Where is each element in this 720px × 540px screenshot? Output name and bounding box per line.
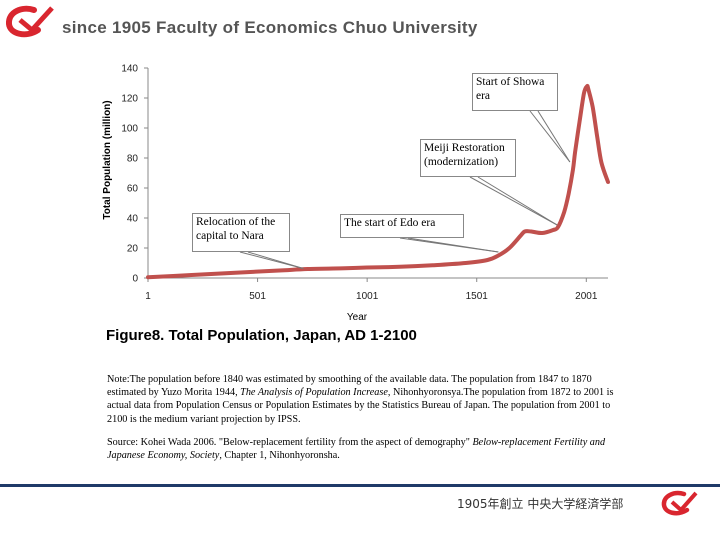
annotation-showa: Start of Showa era: [472, 73, 558, 111]
y-tick-label: 80: [127, 154, 139, 165]
x-tick-label: 2001: [575, 291, 598, 302]
y-axis-label: Total Population (million): [102, 100, 113, 219]
annotation-leader: [247, 251, 304, 269]
note-paragraph: Note:The population before 1840 was esti…: [107, 373, 615, 426]
y-tick-label: 20: [127, 244, 139, 255]
x-tick-label: 501: [249, 291, 266, 302]
annotation-leader: [529, 110, 571, 163]
annotation-nara: Relocation of the capital to Nara: [192, 213, 290, 252]
note-italic-title: The Analysis of Population Increase: [240, 387, 388, 399]
note-prefix: Note:: [107, 374, 130, 385]
y-tick-label: 120: [121, 94, 138, 105]
y-tick-label: 100: [121, 124, 138, 135]
annotation-leader: [477, 176, 558, 226]
annotation-leader: [407, 237, 499, 253]
header-title: since 1905 Faculty of Economics Chuo Uni…: [62, 18, 478, 37]
source-italic-title: Below-replacement Fertility and Japanese…: [107, 437, 606, 462]
annotation-edo: The start of Edo era: [340, 214, 464, 238]
footer-bar: [0, 484, 720, 516]
y-tick-label: 60: [127, 184, 139, 195]
university-logo: [6, 5, 54, 38]
source-text-1: Source: Kohei Wada 2006. "Below-replacem…: [107, 437, 473, 448]
annotation-leader: [469, 176, 558, 226]
note-text-1: The population before 1840 was estimated…: [107, 374, 592, 399]
y-tick-label: 140: [121, 64, 138, 75]
x-tick-label: 1501: [466, 291, 489, 302]
note-text-2: , Nihonhyoronsya.The population from 187…: [107, 387, 614, 425]
x-tick-label: 1: [145, 291, 151, 302]
series-line-total-population: [146, 83, 610, 280]
annotation-leader: [537, 110, 571, 163]
x-axis-label: Year: [347, 312, 368, 323]
x-tick-label: 1001: [356, 291, 379, 302]
y-tick-label: 40: [127, 214, 139, 225]
footer-text: 1905年創立 中央大学経済学部: [457, 497, 624, 511]
y-tick-label: 0: [132, 274, 138, 285]
source-paragraph: Source: Kohei Wada 2006. "Below-replacem…: [107, 436, 615, 462]
source-text-2: , Chapter 1, Nihonhyoronsha.: [219, 450, 340, 462]
annotation-meiji: Meiji Restoration (modernization): [420, 139, 516, 177]
figure-caption: Figure8. Total Population, Japan, AD 1-2…: [106, 327, 417, 344]
